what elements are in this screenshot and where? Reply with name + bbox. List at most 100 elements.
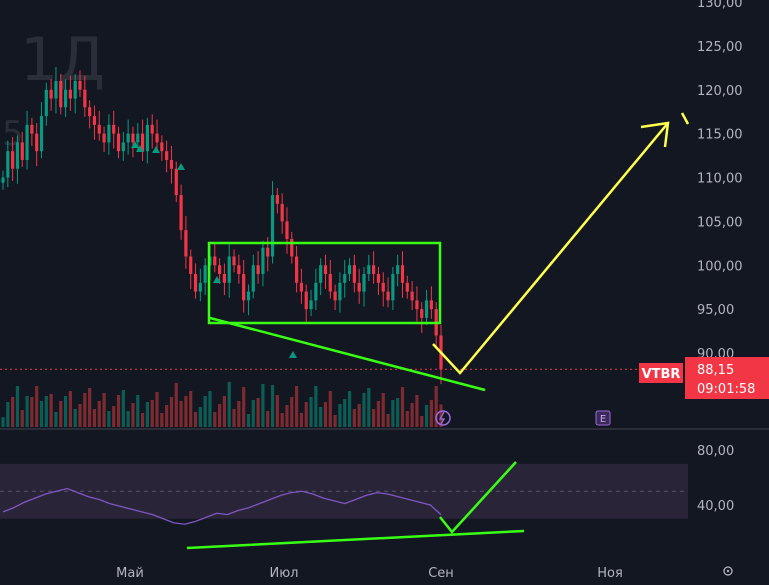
- forecast-tick[interactable]: [680, 112, 690, 125]
- volume-bar: [275, 395, 279, 427]
- price-tick: 105,00: [697, 215, 743, 230]
- volume-bar: [319, 407, 323, 427]
- volume-bar: [68, 391, 72, 427]
- candle-body: [140, 133, 145, 152]
- candle-body: [179, 195, 183, 231]
- volume-bar: [213, 412, 217, 427]
- signal-triangle: [213, 276, 221, 283]
- volume-bar: [391, 400, 395, 427]
- candle-body: [280, 203, 284, 222]
- candle-body: [396, 265, 400, 275]
- volume-bar: [362, 393, 366, 427]
- candle-body: [405, 282, 409, 292]
- volume-bar: [295, 386, 299, 427]
- volume-bar: [280, 413, 284, 427]
- volume-bar: [357, 404, 361, 427]
- signal-triangle: [289, 351, 297, 358]
- candle-body: [63, 89, 68, 108]
- volume-bar: [102, 393, 106, 427]
- candle-body: [184, 230, 188, 257]
- candle-body: [242, 274, 246, 301]
- volume-bar: [6, 402, 10, 427]
- drawing-annotations[interactable]: [186, 112, 690, 550]
- volume-bar: [333, 415, 337, 427]
- price-pane[interactable]: [0, 0, 690, 428]
- candle-body: [309, 300, 313, 310]
- volume-bar: [232, 409, 236, 427]
- volume-bar: [314, 386, 318, 427]
- candle-body: [319, 265, 323, 283]
- volume-bar: [299, 413, 304, 427]
- support-trendline[interactable]: [209, 316, 486, 392]
- price-tick: 115,00: [697, 128, 743, 143]
- interval-watermark: 1Д: [20, 25, 105, 95]
- candle-body: [381, 282, 385, 292]
- volume-bar: [208, 391, 212, 427]
- rsi-axis[interactable]: 80,00 40,00: [697, 444, 734, 514]
- candle-body: [112, 124, 116, 134]
- rsi-divergence-line[interactable]: [186, 529, 525, 550]
- volume-bar: [405, 411, 409, 427]
- candle-body: [352, 265, 356, 283]
- candle-body: [285, 221, 289, 239]
- candle-body: [1, 177, 5, 183]
- volume-bar: [155, 392, 159, 427]
- candle-body: [30, 124, 34, 134]
- symbol-text: VTBR: [642, 367, 681, 382]
- volume-bar: [338, 404, 342, 427]
- rsi-tick: 80,00: [697, 444, 734, 459]
- candle-body: [400, 265, 405, 283]
- candle-body: [20, 142, 24, 160]
- price-tick: 130,00: [697, 0, 743, 11]
- volume-bar: [222, 396, 227, 427]
- volume-bar: [63, 396, 68, 427]
- rsi-checkmark[interactable]: [439, 461, 517, 534]
- candle-body: [92, 116, 97, 125]
- price-tick: 125,00: [697, 40, 743, 55]
- candle-body: [150, 124, 154, 134]
- candle-body: [251, 265, 255, 292]
- candle-body: [429, 300, 433, 310]
- volume-bar: [323, 402, 328, 427]
- candle-body: [347, 265, 352, 275]
- candle-body: [227, 256, 231, 283]
- earnings-marker[interactable]: E: [595, 410, 611, 426]
- settings-gear-icon[interactable]: [723, 566, 733, 576]
- volume-bar: [381, 393, 385, 427]
- candle-body: [256, 265, 260, 275]
- volume-bar: [131, 403, 135, 427]
- candle-body: [391, 274, 395, 301]
- signal-triangle: [152, 146, 160, 153]
- volume-bar: [193, 412, 198, 427]
- candle-body: [44, 89, 48, 117]
- volume-bar: [136, 395, 140, 427]
- forecast-arrowhead[interactable]: [640, 121, 670, 148]
- volume-bar: [237, 401, 241, 427]
- candle-body: [155, 133, 159, 143]
- dividend-marker[interactable]: [435, 410, 451, 426]
- candle-body: [376, 274, 381, 283]
- candle-body: [410, 291, 414, 301]
- volume-bar: [150, 400, 154, 427]
- consolidation-rectangle[interactable]: [207, 241, 442, 325]
- time-tick: Ноя: [597, 566, 623, 581]
- volume-bar: [376, 401, 381, 427]
- volume-bar: [434, 386, 438, 427]
- time-axis[interactable]: Май Июл Сен Ноя: [116, 566, 623, 581]
- candle-body: [338, 282, 342, 301]
- time-tick: Май: [116, 566, 144, 581]
- candle-body: [174, 168, 178, 196]
- candle-body: [372, 265, 376, 275]
- price-axis[interactable]: 130,00 125,00 120,00 115,00 110,00 105,00 100,…: [697, 0, 743, 362]
- symbol-tag: [639, 363, 683, 383]
- candle-body: [295, 256, 299, 283]
- candle-body: [362, 274, 366, 292]
- candle-body: [237, 265, 241, 275]
- earnings-badge[interactable]: [595, 410, 611, 426]
- candle-body: [266, 247, 270, 257]
- forecast-path[interactable]: [432, 122, 669, 375]
- candle-body: [102, 133, 106, 143]
- dividend-icon[interactable]: [435, 410, 451, 426]
- time-tick: Сен: [428, 566, 454, 581]
